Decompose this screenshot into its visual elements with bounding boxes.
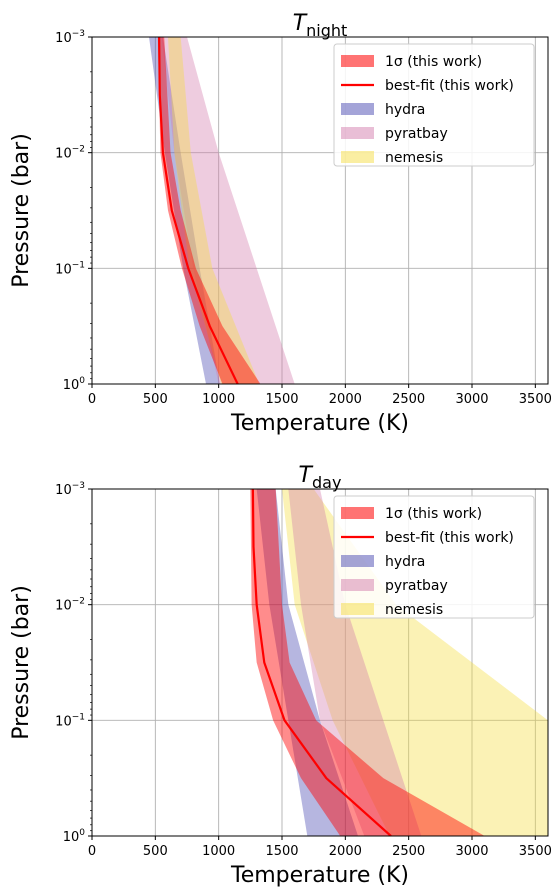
band-nemesis: [168, 37, 260, 384]
x-tick-label: 3000: [455, 844, 488, 859]
best-fit-line: [251, 489, 392, 836]
chart-title: Tday: [299, 463, 342, 492]
axes-frame: [91, 36, 549, 385]
x-tick-label: 2000: [329, 844, 362, 859]
y-tick-label: 10−3: [55, 481, 85, 498]
y-tick-label: 100: [63, 376, 86, 393]
chart-title: Tnight: [293, 11, 348, 40]
legend-label: hydra: [385, 554, 425, 570]
band-pyratbay: [288, 489, 422, 836]
x-tick-label: 1500: [265, 844, 298, 859]
x-tick-label: 500: [143, 844, 168, 859]
y-axis-label: Pressure (bar): [9, 585, 34, 740]
legend-label: best-fit (this work): [385, 530, 514, 546]
legend-box: [333, 495, 535, 619]
axes-frame: [91, 488, 549, 837]
legend-swatch: [341, 103, 374, 115]
legend-swatch: [341, 555, 374, 567]
band-hydra: [149, 37, 220, 384]
band-pyratbay: [161, 37, 295, 384]
x-tick-label: 2000: [329, 392, 362, 407]
x-tick-label: 2500: [392, 844, 425, 859]
x-tick-label: 500: [143, 392, 168, 407]
best-fit-line: [158, 37, 239, 384]
y-tick-label: 10−1: [55, 260, 85, 277]
y-tick-label: 10−2: [55, 145, 85, 162]
legend-swatch: [341, 579, 374, 591]
legend-swatch: [341, 603, 374, 615]
x-tick-label: 3500: [519, 844, 552, 859]
y-tick-label: 10−3: [55, 29, 85, 46]
band-hydra: [256, 489, 358, 836]
legend-label: nemesis: [385, 602, 443, 618]
x-tick-label: 1500: [265, 392, 298, 407]
legend-label: pyratbay: [385, 126, 448, 142]
series-group: [149, 37, 295, 384]
x-tick-label: 0: [88, 844, 96, 859]
legend-swatch: [341, 55, 374, 67]
legend-label: pyratbay: [385, 578, 448, 594]
y-tick-label: 100: [63, 828, 86, 845]
legend-swatch: [341, 127, 374, 139]
y-axis-label: Pressure (bar): [9, 133, 34, 288]
y-tick-label: 10−1: [55, 712, 85, 729]
x-tick-label: 1000: [202, 392, 235, 407]
y-tick-label: 10−2: [55, 597, 85, 614]
x-axis-label: Temperature (K): [230, 411, 409, 436]
legend: 1σ (this work) best-fit (this work) hydra p…: [333, 495, 535, 619]
x-tick-label: 3000: [455, 392, 488, 407]
band-1-this-work-: [250, 489, 485, 836]
x-tick-label: 0: [88, 392, 96, 407]
x-tick-label: 3500: [519, 392, 552, 407]
legend-label: best-fit (this work): [385, 78, 514, 94]
legend-label: hydra: [385, 102, 425, 118]
chart-panel-0: 0 500 1000 1500 2000 2500 3000 3500 10−3 10−2 10−1…: [9, 11, 552, 436]
x-tick-label: 1000: [202, 844, 235, 859]
legend-box: [333, 43, 535, 167]
legend-label: 1σ (this work): [385, 506, 482, 522]
legend-label: 1σ (this work): [385, 54, 482, 70]
band-1-this-work-: [157, 37, 261, 384]
chart-panel-1: 0 500 1000 1500 2000 2500 3000 3500 10−3 10−2 10−1…: [9, 463, 552, 888]
legend-swatch: [341, 151, 374, 163]
legend-swatch: [341, 507, 374, 519]
x-axis-label: Temperature (K): [230, 863, 409, 888]
x-tick-label: 2500: [392, 392, 425, 407]
legend: 1σ (this work) best-fit (this work) hydra p…: [333, 43, 535, 167]
legend-label: nemesis: [385, 150, 443, 166]
